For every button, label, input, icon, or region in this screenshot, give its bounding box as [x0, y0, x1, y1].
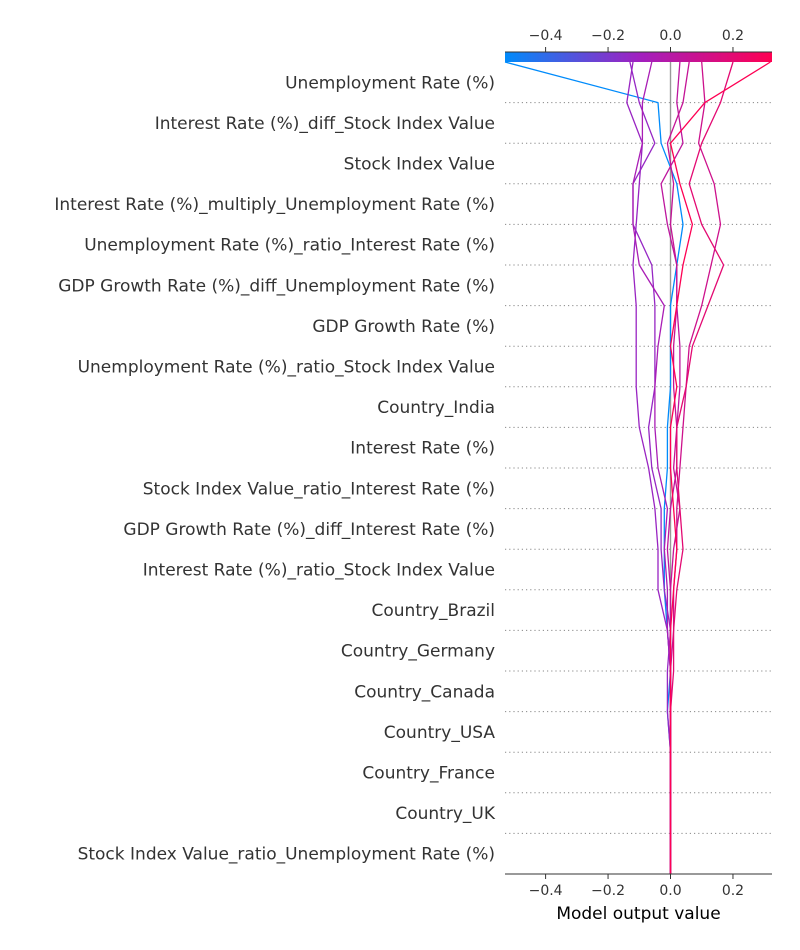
feature-label: Country_Brazil: [372, 601, 495, 621]
feature-label: Country_Germany: [341, 642, 495, 662]
top-tick-label: 0.2: [722, 28, 744, 44]
feature-label: Stock Index Value_ratio_Unemployment Rat…: [78, 845, 495, 865]
x-axis-label: Model output value: [556, 904, 720, 924]
feature-label: Country_France: [362, 764, 495, 784]
feature-label: GDP Growth Rate (%)_diff_Unemployment Ra…: [58, 276, 495, 296]
feature-label: Interest Rate (%): [350, 439, 495, 459]
feature-label: Unemployment Rate (%)_ratio_Interest Rat…: [84, 236, 495, 256]
bottom-tick-label: −0.2: [591, 883, 625, 899]
feature-label: GDP Growth Rate (%)_diff_Interest Rate (…: [123, 520, 495, 540]
series-line-9: [669, 61, 771, 874]
feature-label: Stock Index Value_ratio_Interest Rate (%…: [143, 479, 495, 499]
feature-label: Country_Canada: [354, 682, 495, 702]
feature-label: Stock Index Value: [344, 155, 495, 175]
grid-lines: [505, 102, 772, 875]
bottom-tick-label: 0.0: [659, 883, 681, 899]
bottom-tick-label: −0.4: [529, 883, 563, 899]
top-tick-label: −0.4: [529, 28, 563, 44]
feature-label: GDP Growth Rate (%): [312, 317, 495, 337]
feature-label: Interest Rate (%)_diff_Stock Index Value: [155, 114, 495, 134]
feature-label: Interest Rate (%)_multiply_Unemployment …: [54, 195, 495, 215]
axis-ticks: −0.4 −0.4 −0.2 −0.2 0.0 0.0 0.2 0.2: [529, 28, 745, 899]
bottom-tick-label: 0.2: [722, 883, 744, 899]
feature-label: Unemployment Rate (%)_ratio_Stock Index …: [78, 358, 495, 378]
series-lines: [504, 61, 771, 874]
color-bar: [505, 52, 772, 62]
feature-label: Unemployment Rate (%): [285, 73, 495, 93]
feature-labels: Unemployment Rate (%) Interest Rate (%)_d…: [54, 73, 495, 864]
feature-label: Country_India: [377, 398, 495, 418]
feature-label: Country_USA: [384, 723, 496, 743]
top-tick-label: 0.0: [659, 28, 681, 44]
feature-label: Interest Rate (%)_ratio_Stock Index Valu…: [143, 561, 495, 581]
top-tick-label: −0.2: [591, 28, 625, 44]
feature-label: Country_UK: [395, 804, 495, 824]
